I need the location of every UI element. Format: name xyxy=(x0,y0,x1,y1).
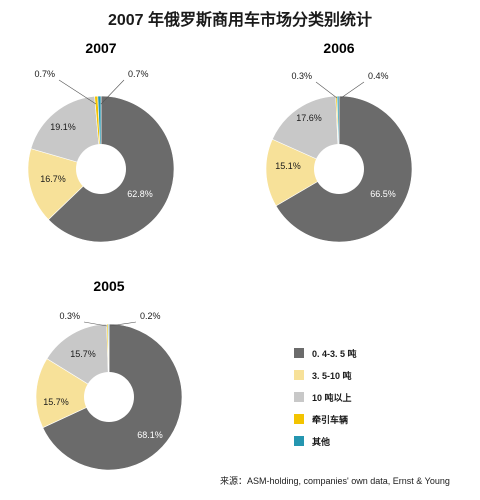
slice-label: 15.7% xyxy=(43,397,69,407)
chart-title: 2005 xyxy=(93,278,124,294)
donut-hole xyxy=(84,372,134,422)
callout-label: 0.7% xyxy=(128,69,149,79)
legend-swatch xyxy=(294,414,304,424)
legend-label: 牵引车辆 xyxy=(312,414,349,425)
callout-label: 0.4% xyxy=(368,71,389,81)
callout-line xyxy=(315,81,338,99)
legend-swatch xyxy=(294,436,304,446)
legend-label: 其他 xyxy=(312,436,331,447)
pie-slice xyxy=(30,95,102,170)
legend-item: 牵引车辆 xyxy=(294,408,357,430)
legend-item: 其他 xyxy=(294,430,357,452)
pie-slice xyxy=(35,358,110,429)
callout-line xyxy=(109,321,137,327)
legend: 0. 4-3. 5 吨 3. 5-10 吨 10 吨以上 牵引车辆 其他 xyxy=(294,342,357,452)
donut-hole xyxy=(76,144,126,194)
chart-title: 2006 xyxy=(323,40,354,56)
callout-label: 0.3% xyxy=(59,311,80,321)
slice-label: 16.7% xyxy=(40,174,66,184)
chart-title: 2007 xyxy=(85,40,116,56)
pie-slice xyxy=(265,138,340,207)
callout-line xyxy=(340,81,365,99)
source-note: 来源：ASM-holding, companies' own data, Ern… xyxy=(220,476,450,486)
slice-label: 17.6% xyxy=(296,113,322,123)
legend-label: 0. 4-3. 5 吨 xyxy=(312,348,357,359)
legend-swatch xyxy=(294,370,304,380)
legend-swatch xyxy=(294,348,304,358)
callout-line xyxy=(83,321,108,327)
callout-label: 0.7% xyxy=(34,69,55,79)
slice-label: 66.5% xyxy=(370,189,396,199)
legend-item: 3. 5-10 吨 xyxy=(294,364,357,386)
slice-label: 15.1% xyxy=(275,161,301,171)
callout-line xyxy=(58,79,97,105)
callout-line xyxy=(100,79,125,105)
legend-label: 3. 5-10 吨 xyxy=(312,370,352,381)
slice-label: 19.1% xyxy=(50,122,76,132)
slice-label: 15.7% xyxy=(70,349,96,359)
callout-label: 0.3% xyxy=(291,71,312,81)
slice-label: 68.1% xyxy=(137,430,163,440)
legend-label: 10 吨以上 xyxy=(312,392,352,403)
donut-hole xyxy=(314,144,364,194)
slice-label: 62.8% xyxy=(127,189,153,199)
callout-label: 0.2% xyxy=(140,311,161,321)
page-title: 2007 年俄罗斯商用车市场分类别统计 xyxy=(107,12,373,29)
legend-item: 0. 4-3. 5 吨 xyxy=(294,342,357,364)
legend-swatch xyxy=(294,392,304,402)
legend-item: 10 吨以上 xyxy=(294,386,357,408)
